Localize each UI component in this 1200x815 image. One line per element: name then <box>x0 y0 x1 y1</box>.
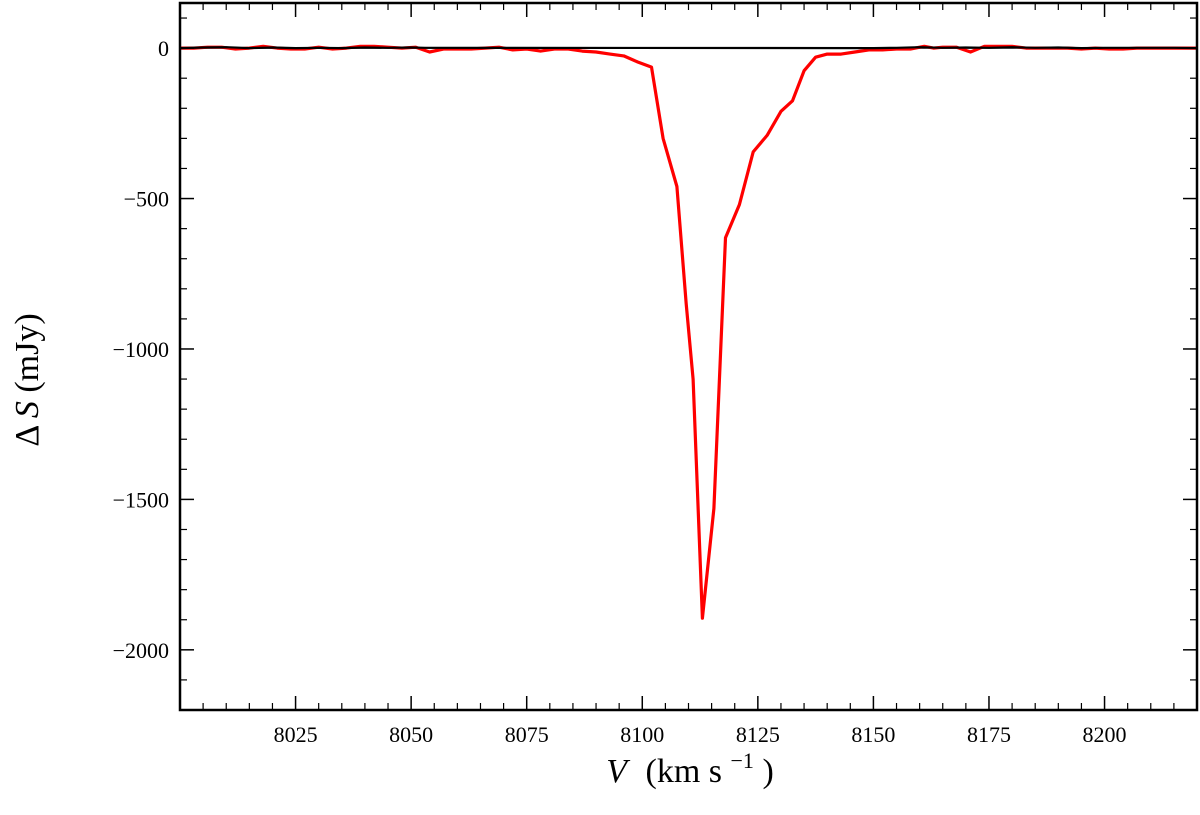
data-lines <box>179 44 1198 620</box>
x-axis-symbol: V <box>606 753 631 790</box>
x-axis-unit-exponent: −1 <box>731 748 754 773</box>
x-tick-label: 8175 <box>967 722 1011 747</box>
y-tick-label: −1500 <box>113 487 169 512</box>
x-tick-label: 8100 <box>620 722 664 747</box>
plot-frame <box>178 1 1199 712</box>
spectrum-line-red <box>180 44 1197 620</box>
x-tick-label: 8125 <box>736 722 780 747</box>
x-tick-label: 8150 <box>851 722 895 747</box>
spectrum-line-black <box>179 46 1198 50</box>
x-tick-label: 8025 <box>274 722 318 747</box>
x-tick-label: 8075 <box>505 722 549 747</box>
tick-labels: 8025 8050 8075 8100 8125 8150 8175 8200 0 −500 −10… <box>113 36 1127 747</box>
y-tick-label: −500 <box>124 187 169 212</box>
y-axis-title: Δ S (mJy) <box>9 313 46 446</box>
y-tick-label: −1000 <box>113 337 169 362</box>
y-axis-symbol: S <box>9 401 46 418</box>
x-tick-label: 8050 <box>389 722 433 747</box>
y-axis-unit: (mJy) <box>9 313 46 392</box>
x-axis-unit-suffix: ) <box>762 753 773 790</box>
y-tick-label: 0 <box>158 36 169 61</box>
y-tick-label: −2000 <box>113 638 169 663</box>
y-axis-prefix: Δ <box>9 426 46 447</box>
x-axis-unit-prefix: (km s <box>646 753 723 790</box>
x-axis-title: V (km s −1 ) <box>606 739 774 790</box>
axis-ticks <box>180 3 1197 710</box>
x-tick-label: 8200 <box>1083 722 1127 747</box>
